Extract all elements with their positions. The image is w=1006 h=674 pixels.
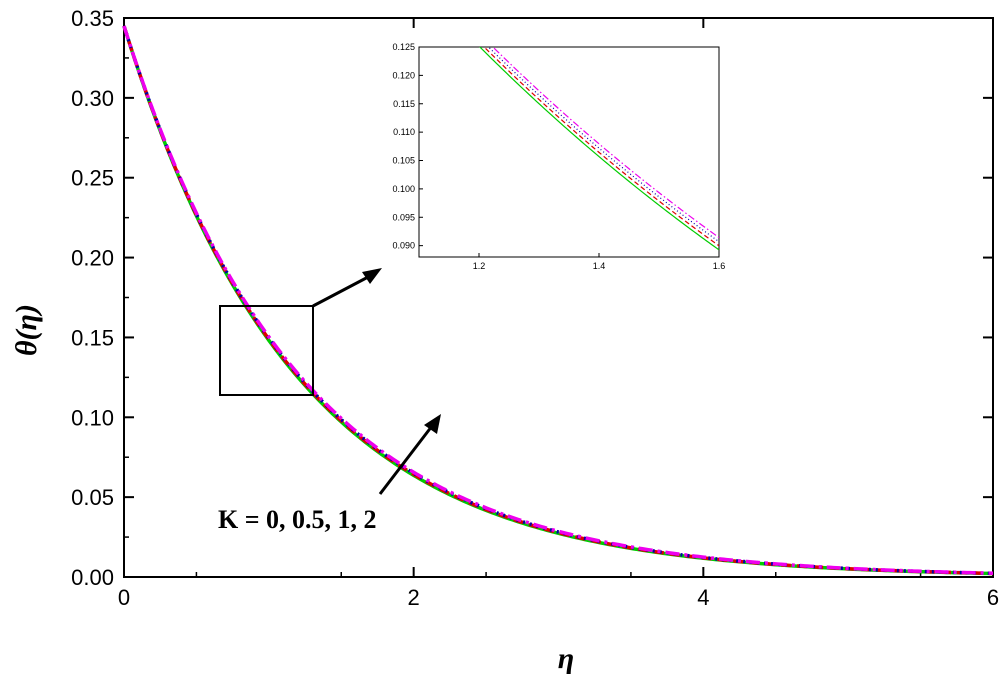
zoom-rectangle [219,305,314,396]
inset-x-tick-label: 1.2 [473,261,486,271]
y-tick-label: 0.15 [71,325,114,350]
x-tick-label: 4 [697,585,709,610]
main-axes-group: 0 2 4 6 0.00 0.05 0.10 0.15 0.20 0.25 0.30 0.35 [71,6,999,610]
x-tick-label: 6 [987,585,999,610]
y-tick-label: 0.30 [71,86,114,111]
inset-series-line [492,47,719,239]
increase-arrow-line [378,425,434,495]
inset-axes-group: 1.2 1.4 1.6 0.090 0.095 0.100 0.105 0.110 0.115 0… [392,42,725,271]
zoom-arrow-head [362,268,382,284]
inset-y-tick-label: 0.120 [392,70,415,80]
inset-x-tick-label: 1.6 [713,261,726,271]
inset-y-tick-label: 0.115 [393,99,415,109]
inset-series-line [487,47,719,243]
y-tick-label: 0.05 [71,485,114,510]
inset-y-tick-label: 0.125 [392,42,415,52]
y-tick-label: 0.00 [71,565,114,590]
inset-y-tick-label: 0.090 [392,241,415,251]
inset-y-tick-label: 0.100 [392,184,415,194]
inset-series-line [483,47,719,247]
y-tick-label: 0.10 [71,405,114,430]
inset-y-tick-label: 0.110 [393,127,415,137]
increase-arrow-head [424,414,441,434]
inset-y-tick-label: 0.095 [392,212,415,222]
y-axis-title: θ(η) [10,304,43,356]
zoom-arrow-line [312,274,371,308]
x-tick-label: 2 [408,585,420,610]
y-tick-label: 0.35 [71,6,114,31]
y-tick-label: 0.25 [71,166,114,191]
x-axis-title: η [558,642,574,674]
inset-series-line [479,47,719,251]
inset-frame [418,46,720,258]
main-series-group [122,25,994,576]
x-tick-label: 0 [118,585,130,610]
y-tick-label: 0.20 [71,246,114,271]
series-line [122,25,994,575]
inset-series-group [479,47,719,251]
k-annotation: K = 0, 0.5, 1, 2 [218,505,377,534]
inset-y-tick-label: 0.105 [392,156,415,166]
inset-x-tick-label: 1.4 [593,261,606,271]
